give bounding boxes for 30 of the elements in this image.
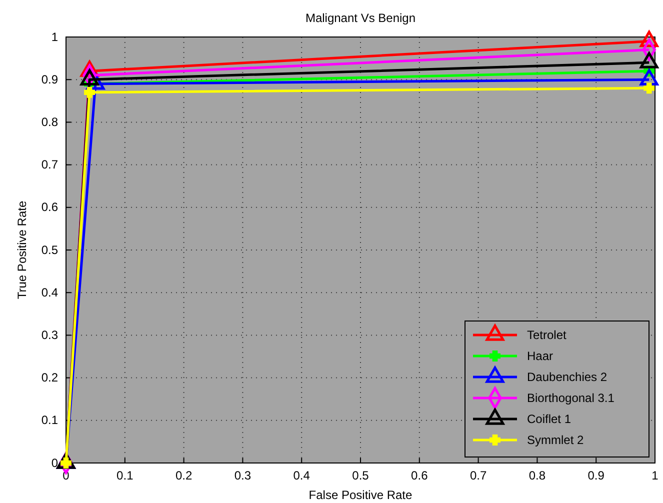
x-tick-label: 0.9	[588, 468, 605, 483]
x-tick-label: 0.2	[175, 468, 192, 483]
x-tick-label: 0.5	[352, 468, 370, 483]
legend-label: Symmlet 2	[527, 433, 584, 447]
y-tick-label: 0	[51, 456, 58, 470]
y-tick-label: 0.1	[41, 413, 58, 428]
x-tick-label: 0.4	[293, 468, 310, 483]
y-tick-label: 0.4	[41, 285, 58, 300]
legend-label: Coiflet 1	[527, 412, 572, 426]
y-tick-label: 1	[51, 30, 58, 44]
y-tick-label: 0.5	[41, 242, 58, 257]
y-tick-label: 0.8	[41, 115, 58, 130]
y-tick-label: 0.3	[41, 328, 58, 342]
x-tick-label: 0.6	[411, 468, 428, 483]
y-tick-label: 0.7	[41, 158, 58, 172]
x-tick-label: 0.3	[234, 468, 252, 483]
x-axis-title: False Positive Rate	[308, 488, 413, 502]
legend-label: Daubenchies 2	[527, 370, 608, 384]
x-tick-label: 0.8	[528, 468, 546, 483]
legend-label: Biorthogonal 3.1	[527, 391, 615, 405]
x-tick-label: 0.7	[470, 468, 487, 483]
legend-label: Tetrolet	[527, 328, 568, 342]
chart-title: Malignant Vs Benign	[305, 11, 416, 25]
legend-label: Haar	[527, 349, 554, 363]
x-tick-label: 0.1	[116, 468, 134, 483]
y-tick-label: 0.9	[41, 72, 58, 86]
x-tick-label: 1	[652, 468, 659, 483]
y-axis-title: True Positive Rate	[15, 200, 29, 300]
y-tick-label: 0.2	[41, 370, 58, 385]
y-tick-label: 0.6	[41, 200, 58, 214]
